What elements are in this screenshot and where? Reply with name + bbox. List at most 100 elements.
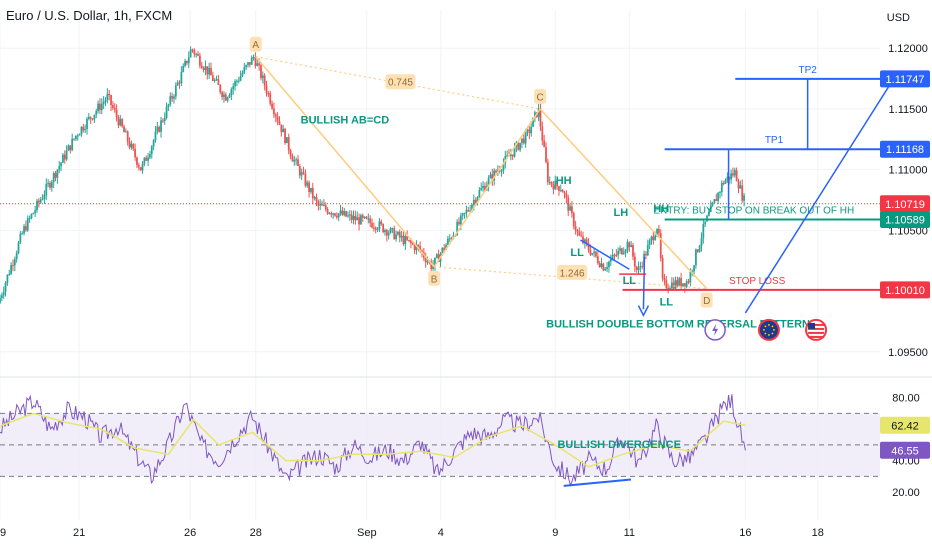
candle-body[interactable] <box>208 68 211 75</box>
candle-body[interactable] <box>604 268 607 271</box>
candle-body[interactable] <box>376 228 379 230</box>
candle-body[interactable] <box>13 259 16 266</box>
candle-body[interactable] <box>50 182 53 188</box>
candle-body[interactable] <box>56 169 59 178</box>
candle-body[interactable] <box>121 119 124 127</box>
candle-body[interactable] <box>533 112 536 118</box>
candle-body[interactable] <box>328 213 331 215</box>
candle-body[interactable] <box>219 84 222 93</box>
candle-body[interactable] <box>720 183 723 193</box>
candle-body[interactable] <box>696 249 699 252</box>
candle-body[interactable] <box>741 185 744 201</box>
candle-body[interactable] <box>484 186 486 191</box>
candle-body[interactable] <box>517 142 520 150</box>
candle-body[interactable] <box>398 231 401 238</box>
candle-body[interactable] <box>682 283 684 287</box>
candle-body[interactable] <box>404 236 407 245</box>
candle-body[interactable] <box>86 118 88 130</box>
candle-body[interactable] <box>123 126 125 133</box>
candle-body[interactable] <box>310 187 312 192</box>
candle-body[interactable] <box>273 108 275 115</box>
candles[interactable] <box>0 46 880 304</box>
candle-body[interactable] <box>335 215 338 218</box>
candle-body[interactable] <box>395 234 397 240</box>
candle-body[interactable] <box>232 86 235 90</box>
candle-body[interactable] <box>8 274 11 276</box>
target-trend-line[interactable] <box>744 86 890 314</box>
candle-body[interactable] <box>471 204 473 211</box>
candle-body[interactable] <box>154 131 157 141</box>
candle-body[interactable] <box>722 183 725 185</box>
candle-body[interactable] <box>30 214 33 218</box>
candle-body[interactable] <box>62 154 64 163</box>
candle-body[interactable] <box>732 173 734 176</box>
candle-body[interactable] <box>719 192 721 194</box>
candle-body[interactable] <box>306 182 309 186</box>
candle-body[interactable] <box>104 100 107 102</box>
candle-body[interactable] <box>6 274 9 283</box>
candle-body[interactable] <box>26 218 29 231</box>
candle-body[interactable] <box>665 280 668 288</box>
candle-body[interactable] <box>93 114 96 120</box>
candle-body[interactable] <box>197 54 199 56</box>
candle-body[interactable] <box>134 148 137 158</box>
candle-body[interactable] <box>713 199 716 203</box>
candle-body[interactable] <box>382 224 385 233</box>
candle-body[interactable] <box>363 216 366 218</box>
candle-body[interactable] <box>633 256 636 267</box>
candle-body[interactable] <box>704 221 707 225</box>
candle-body[interactable] <box>593 251 596 254</box>
candle-body[interactable] <box>128 141 131 148</box>
candle-body[interactable] <box>187 57 190 64</box>
candle-body[interactable] <box>76 135 79 137</box>
candle-body[interactable] <box>595 251 597 257</box>
candle-body[interactable] <box>74 135 77 140</box>
candle-body[interactable] <box>158 126 161 132</box>
candle-body[interactable] <box>543 140 546 147</box>
candle-body[interactable] <box>563 192 566 194</box>
candle-body[interactable] <box>711 202 714 206</box>
candle-body[interactable] <box>491 174 494 181</box>
candle-body[interactable] <box>537 108 540 117</box>
candle-body[interactable] <box>632 245 634 257</box>
candle-body[interactable] <box>87 116 90 119</box>
candle-body[interactable] <box>733 170 736 176</box>
candle-body[interactable] <box>241 72 244 76</box>
candle-body[interactable] <box>65 150 68 160</box>
candle-body[interactable] <box>459 215 462 225</box>
candle-body[interactable] <box>571 206 573 214</box>
candle-body[interactable] <box>582 236 584 243</box>
candle-body[interactable] <box>323 205 325 207</box>
candle-body[interactable] <box>278 121 281 125</box>
candle-body[interactable] <box>174 85 177 97</box>
candle-body[interactable] <box>567 197 570 211</box>
candle-body[interactable] <box>186 60 188 64</box>
candle-body[interactable] <box>228 95 231 98</box>
candle-body[interactable] <box>513 146 516 157</box>
candle-body[interactable] <box>676 280 679 286</box>
candle-body[interactable] <box>450 238 453 240</box>
candle-body[interactable] <box>261 75 264 79</box>
candle-body[interactable] <box>339 210 342 214</box>
candle-body[interactable] <box>195 54 198 56</box>
candle-body[interactable] <box>28 217 31 219</box>
candle-body[interactable] <box>437 254 440 262</box>
candle-body[interactable] <box>43 194 46 199</box>
candle-body[interactable] <box>617 250 620 256</box>
candle-body[interactable] <box>230 89 233 96</box>
candle-body[interactable] <box>276 116 279 122</box>
candle-body[interactable] <box>367 218 370 220</box>
candle-body[interactable] <box>726 176 729 181</box>
candle-body[interactable] <box>587 243 590 250</box>
event-icons[interactable] <box>704 318 828 341</box>
candle-body[interactable] <box>545 146 547 163</box>
candle-body[interactable] <box>435 254 438 258</box>
candle-body[interactable] <box>119 119 122 126</box>
candle-body[interactable] <box>620 248 623 255</box>
candle-body[interactable] <box>432 265 435 270</box>
candle-body[interactable] <box>463 213 466 215</box>
candle-body[interactable] <box>461 213 464 216</box>
candle-body[interactable] <box>274 114 277 117</box>
candle-body[interactable] <box>80 126 83 135</box>
candle-body[interactable] <box>315 197 318 202</box>
